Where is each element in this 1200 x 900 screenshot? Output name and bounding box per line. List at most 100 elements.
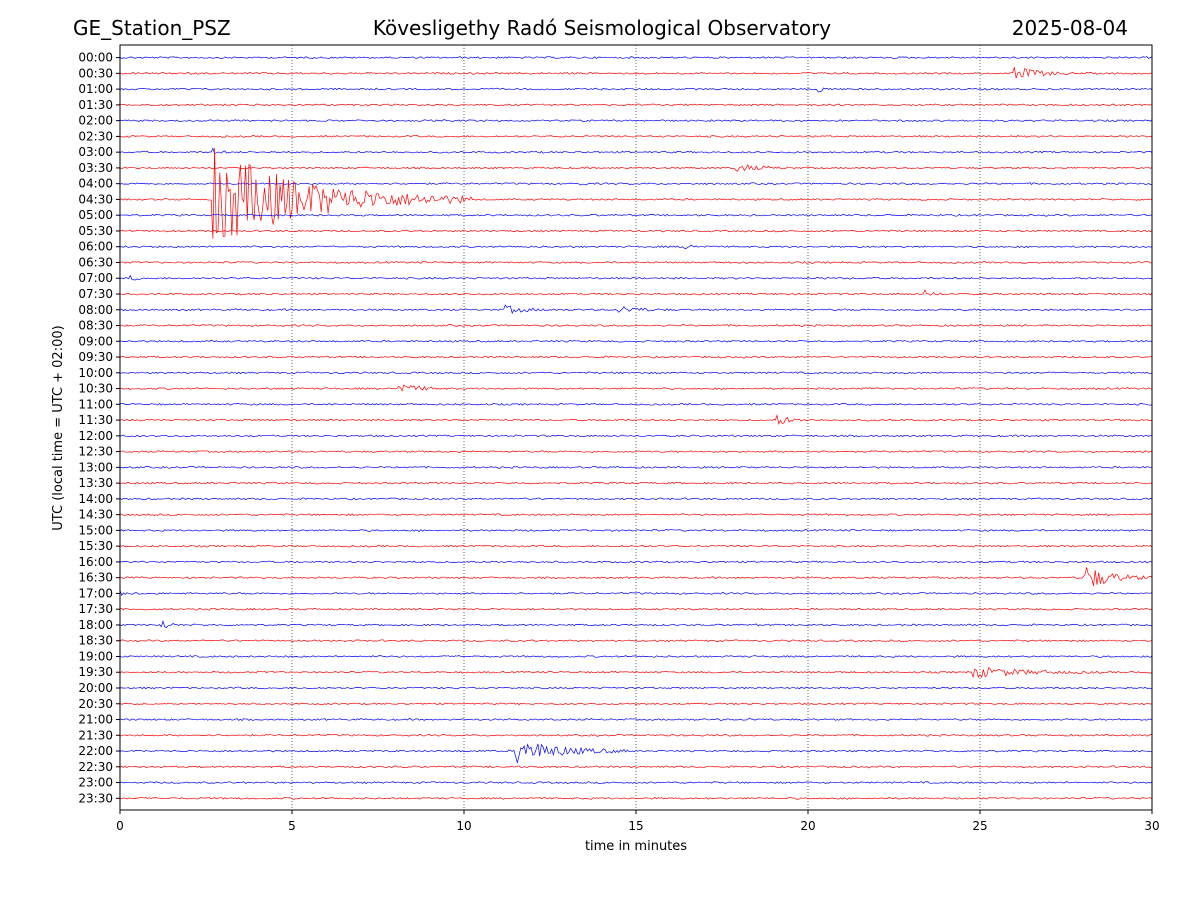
x-tick-label: 20	[800, 819, 815, 833]
y-tick-label: 11:00	[78, 397, 113, 411]
y-tick-label: 13:30	[78, 476, 113, 490]
y-tick-label: 05:30	[78, 224, 113, 238]
trace-12:00	[120, 434, 1152, 438]
station-label: GE_Station_PSZ	[73, 16, 231, 40]
trace-21:30	[120, 733, 1152, 737]
y-tick-label: 02:00	[78, 114, 113, 128]
y-tick-label: 06:00	[78, 240, 113, 254]
y-tick-label: 11:30	[78, 413, 113, 427]
y-tick-label: 22:00	[78, 744, 113, 758]
x-tick-label: 15	[628, 819, 643, 833]
chart-title: Kövesligethy Radó Seismological Observat…	[373, 16, 831, 40]
y-tick-label: 14:30	[78, 508, 113, 522]
trace-13:00	[120, 465, 1152, 469]
trace-02:30	[120, 135, 1152, 138]
trace-13:30	[120, 481, 1152, 485]
x-tick-label: 0	[116, 819, 124, 833]
trace-16:00	[120, 560, 1152, 564]
y-tick-label: 07:30	[78, 287, 113, 301]
y-tick-label: 00:30	[78, 66, 113, 80]
trace-00:30	[120, 67, 1152, 79]
trace-07:30	[120, 289, 1152, 296]
y-tick-label: 09:30	[78, 350, 113, 364]
y-tick-label: 22:30	[78, 760, 113, 774]
trace-10:00	[120, 371, 1152, 375]
trace-22:00	[120, 743, 1152, 763]
y-tick-label: 15:00	[78, 523, 113, 537]
y-tick-label: 19:00	[78, 649, 113, 663]
y-tick-label: 09:00	[78, 334, 113, 348]
y-tick-label: 05:00	[78, 208, 113, 222]
trace-04:00	[120, 182, 1152, 186]
y-tick-label: 17:30	[78, 602, 113, 616]
trace-06:30	[120, 261, 1152, 264]
trace-08:00	[120, 304, 1152, 315]
y-tick-label: 18:00	[78, 618, 113, 632]
trace-19:00	[120, 655, 1152, 658]
trace-22:30	[120, 765, 1152, 769]
y-tick-label: 10:30	[78, 382, 113, 396]
x-axis-label: time in minutes	[585, 839, 687, 854]
y-tick-label: 20:00	[78, 681, 113, 695]
trace-11:30	[120, 414, 1152, 425]
trace-14:30	[120, 513, 1152, 516]
gridlines	[291, 45, 981, 810]
y-axis-label: UTC (local time = UTC + 02:00)	[51, 325, 66, 530]
trace-20:30	[120, 702, 1152, 706]
y-tick-label: 14:00	[78, 492, 113, 506]
trace-20:00	[120, 686, 1152, 690]
trace-02:00	[120, 119, 1152, 123]
trace-03:00	[120, 147, 1152, 154]
trace-03:30	[120, 164, 1152, 172]
y-tick-label: 19:30	[78, 665, 113, 679]
y-tick-label: 21:30	[78, 728, 113, 742]
y-tick-label: 13:00	[78, 460, 113, 474]
trace-00:00	[120, 56, 1152, 60]
trace-19:30	[120, 667, 1152, 679]
x-tick-label: 25	[972, 819, 987, 833]
trace-15:00	[120, 529, 1152, 532]
y-tick-label: 10:00	[78, 366, 113, 380]
trace-01:00	[120, 87, 1152, 93]
trace-18:30	[120, 639, 1152, 643]
y-tick-label: 16:30	[78, 571, 113, 585]
trace-21:00	[120, 717, 1152, 721]
y-tick-label: 23:30	[78, 791, 113, 805]
y-tick-label: 01:30	[78, 98, 113, 112]
y-tick-label: 03:00	[78, 145, 113, 159]
trace-07:00	[120, 274, 1152, 281]
trace-15:30	[120, 544, 1152, 548]
trace-23:00	[120, 781, 1152, 784]
trace-14:00	[120, 497, 1152, 501]
y-tick-label: 08:00	[78, 303, 113, 317]
x-tick-label: 10	[456, 819, 471, 833]
trace-11:00	[120, 402, 1152, 406]
trace-04:30	[120, 147, 1152, 239]
trace-18:00	[120, 620, 1152, 628]
y-tick-label: 07:00	[78, 271, 113, 285]
trace-05:00	[120, 213, 1152, 217]
trace-area	[120, 56, 1152, 800]
y-tick-label: 03:30	[78, 161, 113, 175]
trace-01:30	[120, 103, 1152, 107]
trace-17:00	[120, 590, 1152, 597]
trace-10:30	[120, 384, 1152, 392]
y-tick-label: 08:30	[78, 319, 113, 333]
y-tick-label: 18:30	[78, 634, 113, 648]
y-tick-label: 04:30	[78, 192, 113, 206]
trace-23:30	[120, 796, 1152, 800]
trace-17:30	[120, 607, 1152, 611]
x-tick-label: 30	[1144, 819, 1159, 833]
y-tick-label: 21:00	[78, 713, 113, 727]
trace-16:30	[120, 567, 1152, 586]
trace-09:30	[120, 355, 1152, 359]
y-tick-label: 02:30	[78, 129, 113, 143]
y-tick-label: 15:30	[78, 539, 113, 553]
y-tick-label: 06:30	[78, 255, 113, 269]
trace-09:00	[120, 339, 1152, 343]
y-tick-label: 00:00	[78, 51, 113, 65]
trace-12:30	[120, 450, 1152, 453]
trace-08:30	[120, 324, 1152, 327]
